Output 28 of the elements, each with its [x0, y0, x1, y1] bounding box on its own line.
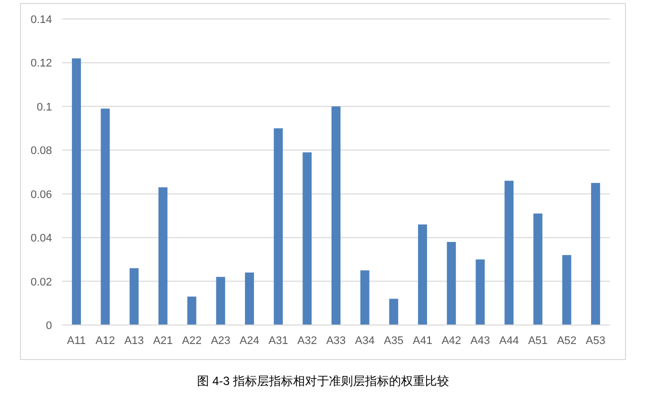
x-tick-label: A41 [412, 335, 432, 347]
x-tick-label: A33 [326, 335, 346, 347]
x-tick-label: A51 [528, 335, 548, 347]
x-tick-label: A35 [384, 335, 404, 347]
y-tick-label: 0.12 [30, 58, 52, 70]
x-tick-label: A34 [355, 335, 375, 347]
y-tick-label: 0.08 [30, 145, 52, 158]
x-tick-label: A43 [470, 335, 490, 347]
x-tick-label: A24 [240, 335, 260, 347]
y-tick-label: 0.06 [30, 188, 52, 201]
text: 图 4-3 指标层指标相对于准则层指标的权重比较 [196, 374, 450, 388]
x-tick-label: A42 [442, 335, 462, 347]
x-tick-label: A11 [67, 335, 86, 347]
y-tick-label: 0.02 [30, 276, 52, 288]
y-tick-label: 0.04 [30, 232, 52, 245]
x-tick-label: A32 [297, 335, 317, 347]
x-tick-label: A22 [182, 335, 202, 347]
x-tick-label: A31 [268, 335, 288, 347]
x-tick-label: A44 [499, 335, 519, 347]
x-tick-label: A23 [210, 335, 230, 347]
y-tick-label: 0.14 [30, 14, 52, 26]
x-tick-label: A52 [556, 335, 577, 347]
x-tick-label: A53 [586, 335, 606, 347]
x-tick-label: A21 [153, 335, 173, 347]
x-tick-label: A12 [95, 335, 116, 347]
y-tick-label: 0.1 [36, 101, 52, 114]
y-tick-label: 0 [46, 320, 52, 332]
x-tick-label: A13 [124, 335, 144, 347]
